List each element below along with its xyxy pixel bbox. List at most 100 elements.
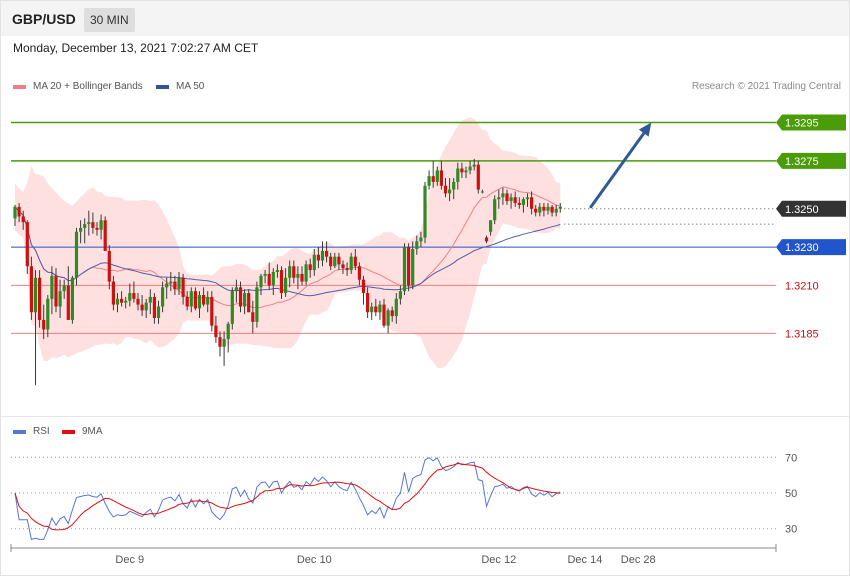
- legend-ma9: 9MA: [62, 426, 103, 437]
- candle-body: [304, 264, 308, 282]
- candle-body: [95, 227, 99, 230]
- timeframe-button[interactable]: 30 MIN: [84, 8, 135, 32]
- candle-body: [452, 181, 456, 190]
- level-label-1.3250: 1.3250: [785, 204, 819, 216]
- candle-body: [472, 164, 476, 167]
- candle-body: [484, 237, 489, 242]
- candle-body: [128, 293, 132, 301]
- ma20-legend-label: MA 20 + Bollinger Bands: [33, 81, 143, 92]
- candle-body: [107, 250, 111, 282]
- ma9-swatch: [62, 429, 75, 434]
- candle-body: [390, 310, 394, 317]
- candle-body: [173, 281, 177, 290]
- candle-body: [448, 189, 452, 194]
- candle-body: [497, 197, 501, 200]
- candle-body: [366, 293, 370, 313]
- candle-body: [489, 220, 493, 232]
- candle-body: [259, 275, 263, 288]
- candle-body: [337, 256, 341, 265]
- candle-body: [292, 266, 296, 278]
- level-label-1.3295: 1.3295: [785, 118, 819, 130]
- candle-body: [480, 191, 484, 193]
- candle-body: [542, 206, 546, 211]
- research-credit: Research © 2021 Trading Central: [691, 81, 841, 92]
- rsi-line: [14, 457, 561, 541]
- candle-body: [546, 206, 550, 211]
- candle-body: [493, 199, 497, 221]
- candle-body: [288, 266, 292, 278]
- candle-body: [99, 220, 103, 230]
- candle-body: [361, 279, 366, 294]
- candle-body: [263, 273, 267, 276]
- projection-arrow-shaft: [589, 127, 649, 209]
- candle-body: [382, 304, 386, 326]
- candle-body: [271, 272, 275, 286]
- candle-body: [144, 302, 148, 311]
- toolbar: GBP/USD 30 MIN: [1, 1, 849, 36]
- candle-body: [251, 312, 255, 322]
- candle-body: [66, 285, 70, 320]
- rsi-legend-label: RSI: [33, 426, 50, 437]
- candle-body: [79, 227, 83, 232]
- candle-body: [70, 277, 74, 320]
- candle-body: [505, 193, 509, 202]
- candle-body: [181, 277, 185, 297]
- candle-body: [558, 206, 562, 209]
- candle-body: [152, 296, 156, 318]
- legend-rsi: RSI: [13, 426, 50, 437]
- candle-body: [165, 283, 169, 288]
- candle-body: [87, 222, 91, 225]
- candle-body: [312, 254, 316, 271]
- candle-body: [238, 287, 243, 307]
- ma50-swatch: [156, 84, 169, 89]
- candle-body: [370, 306, 374, 313]
- candle-body: [210, 296, 214, 326]
- level-label-1.3185: 1.3185: [785, 328, 819, 340]
- candle-body: [513, 197, 517, 203]
- candle-body: [29, 266, 33, 313]
- candle-body: [185, 296, 189, 307]
- projection-arrow-head: [638, 122, 652, 137]
- x-tick-label-dec-14: Dec 14: [567, 554, 602, 566]
- candle-body: [501, 193, 505, 198]
- ma50-line: [14, 206, 561, 297]
- candle-body: [83, 224, 87, 228]
- candle-body: [423, 185, 427, 238]
- candle-body: [357, 266, 361, 280]
- candle-body: [140, 304, 144, 311]
- candle-body: [17, 206, 21, 217]
- candle-body: [50, 275, 54, 299]
- candle-body: [411, 249, 415, 286]
- candle-body: [554, 208, 558, 213]
- rsi-ma9-line: [14, 462, 561, 531]
- chart-datetime: Monday, December 13, 2021 7:02:27 AM CET: [13, 41, 259, 55]
- candle-body: [42, 319, 46, 330]
- ma20-line: [14, 186, 561, 309]
- candle-body: [320, 250, 325, 261]
- symbol-title: GBP/USD: [12, 11, 76, 27]
- candle-body: [111, 281, 115, 305]
- x-tick-label-dec-10: Dec 10: [297, 554, 332, 566]
- candle-body: [148, 296, 152, 303]
- candle-body: [189, 291, 193, 307]
- candle-body: [193, 291, 197, 309]
- candle-body: [316, 254, 320, 261]
- candle-body: [74, 231, 79, 278]
- candle-body: [247, 293, 251, 313]
- candle-body: [333, 256, 337, 267]
- candle-body: [300, 273, 304, 282]
- x-tick-label-dec-9: Dec 9: [115, 554, 144, 566]
- candle-body: [419, 237, 423, 242]
- candle-body: [325, 250, 329, 257]
- rsi-swatch: [13, 429, 26, 434]
- candle-body: [115, 298, 120, 305]
- candle-body: [431, 176, 435, 182]
- candle-body: [435, 170, 439, 182]
- candle-body: [443, 185, 448, 194]
- level-label-1.3275: 1.3275: [785, 156, 819, 168]
- candle-body: [54, 275, 58, 307]
- candle-body: [460, 168, 464, 173]
- level-tag-1.3275: [776, 152, 846, 169]
- candle-body: [202, 295, 206, 305]
